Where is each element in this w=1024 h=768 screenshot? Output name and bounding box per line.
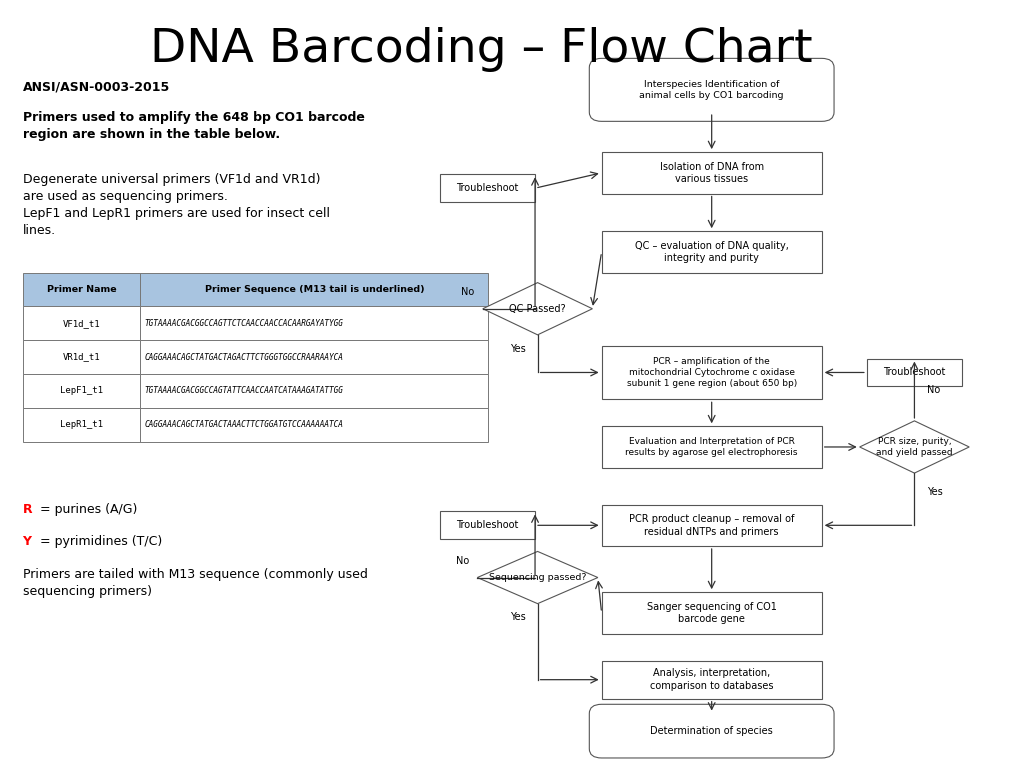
Text: No: No (456, 555, 469, 566)
Text: TGTAAAACGACGGCCAGTTCTCAACCAACCACAARGAYATYGG: TGTAAAACGACGGCCAGTTCTCAACCAACCACAARGAYAT… (144, 319, 343, 328)
FancyBboxPatch shape (866, 359, 963, 386)
FancyBboxPatch shape (601, 426, 821, 468)
FancyBboxPatch shape (601, 152, 821, 194)
Text: LepF1_t1: LepF1_t1 (60, 386, 102, 396)
Text: Primers are tailed with M13 sequence (commonly used
sequencing primers): Primers are tailed with M13 sequence (co… (23, 568, 368, 598)
Text: R: R (23, 503, 32, 516)
Text: Interspecies Identification of
animal cells by CO1 barcoding: Interspecies Identification of animal ce… (639, 80, 784, 100)
Text: PCR – amplification of the
mitochondrial Cytochrome c oxidase
subunit 1 gene reg: PCR – amplification of the mitochondrial… (627, 357, 797, 388)
FancyBboxPatch shape (439, 511, 535, 539)
Text: CAGGAAACAGCTATGACTAGACTTCTGGGTGGCCRAARAAYCA: CAGGAAACAGCTATGACTAGACTTCTGGGTGGCCRAARAA… (144, 353, 343, 362)
FancyBboxPatch shape (140, 273, 488, 306)
Text: Analysis, interpretation,
comparison to databases: Analysis, interpretation, comparison to … (650, 668, 773, 691)
Text: Yes: Yes (510, 612, 525, 623)
Text: Degenerate universal primers (VF1d and VR1d)
are used as sequencing primers.
Lep: Degenerate universal primers (VF1d and V… (23, 173, 330, 237)
Polygon shape (483, 283, 592, 335)
Text: VR1d_t1: VR1d_t1 (62, 353, 100, 362)
Text: Determination of species: Determination of species (650, 726, 773, 737)
FancyBboxPatch shape (601, 231, 821, 273)
Text: Evaluation and Interpretation of PCR
results by agarose gel electrophoresis: Evaluation and Interpretation of PCR res… (626, 437, 798, 457)
FancyBboxPatch shape (589, 58, 834, 121)
Text: Troubleshoot: Troubleshoot (884, 367, 945, 378)
Text: QC Passed?: QC Passed? (509, 303, 566, 314)
Text: Primer Name: Primer Name (47, 285, 116, 294)
Text: Sanger sequencing of CO1
barcode gene: Sanger sequencing of CO1 barcode gene (647, 601, 776, 624)
Text: = pyrimidines (T/C): = pyrimidines (T/C) (36, 535, 162, 548)
FancyBboxPatch shape (140, 306, 488, 340)
Text: VF1d_t1: VF1d_t1 (62, 319, 100, 328)
Text: TGTAAAACGACGGCCAGTATTCAACCAATCATAAAGATATTGG: TGTAAAACGACGGCCAGTATTCAACCAATCATAAAGATAT… (144, 386, 343, 396)
FancyBboxPatch shape (140, 340, 488, 374)
FancyBboxPatch shape (601, 346, 821, 399)
Text: LepR1_t1: LepR1_t1 (60, 420, 102, 429)
Polygon shape (860, 421, 969, 473)
FancyBboxPatch shape (23, 340, 140, 374)
FancyBboxPatch shape (601, 505, 821, 546)
Text: Primer Sequence (M13 tail is underlined): Primer Sequence (M13 tail is underlined) (205, 285, 424, 294)
FancyBboxPatch shape (23, 408, 140, 442)
FancyBboxPatch shape (140, 408, 488, 442)
Text: DNA Barcoding – Flow Chart: DNA Barcoding – Flow Chart (150, 27, 813, 72)
FancyBboxPatch shape (601, 660, 821, 699)
FancyBboxPatch shape (23, 374, 140, 408)
Text: Yes: Yes (927, 487, 942, 498)
FancyBboxPatch shape (140, 374, 488, 408)
Text: QC – evaluation of DNA quality,
integrity and purity: QC – evaluation of DNA quality, integrit… (635, 240, 788, 263)
Text: ANSI/ASN-0003-2015: ANSI/ASN-0003-2015 (23, 81, 170, 94)
Text: Yes: Yes (510, 343, 525, 354)
Text: Sequencing passed?: Sequencing passed? (488, 573, 587, 582)
FancyBboxPatch shape (23, 306, 140, 340)
FancyBboxPatch shape (589, 704, 834, 758)
Text: No: No (927, 385, 940, 395)
FancyBboxPatch shape (439, 174, 535, 202)
Text: No: No (462, 286, 475, 297)
Polygon shape (477, 551, 598, 604)
Text: Y: Y (23, 535, 32, 548)
Text: Primers used to amplify the 648 bp CO1 barcode
region are shown in the table bel: Primers used to amplify the 648 bp CO1 b… (23, 111, 365, 141)
Text: = purines (A/G): = purines (A/G) (36, 503, 137, 516)
Text: PCR size, purity,
and yield passed: PCR size, purity, and yield passed (877, 437, 952, 457)
Text: Troubleshoot: Troubleshoot (457, 183, 518, 194)
Text: Troubleshoot: Troubleshoot (457, 520, 518, 531)
FancyBboxPatch shape (23, 273, 140, 306)
FancyBboxPatch shape (601, 592, 821, 634)
Text: PCR product cleanup – removal of
residual dNTPs and primers: PCR product cleanup – removal of residua… (629, 514, 795, 537)
Text: CAGGAAACAGCTATGACTAAACTTCTGGATGTCCAAAAAATCA: CAGGAAACAGCTATGACTAAACTTCTGGATGTCCAAAAAA… (144, 420, 343, 429)
Text: Isolation of DNA from
various tissues: Isolation of DNA from various tissues (659, 161, 764, 184)
